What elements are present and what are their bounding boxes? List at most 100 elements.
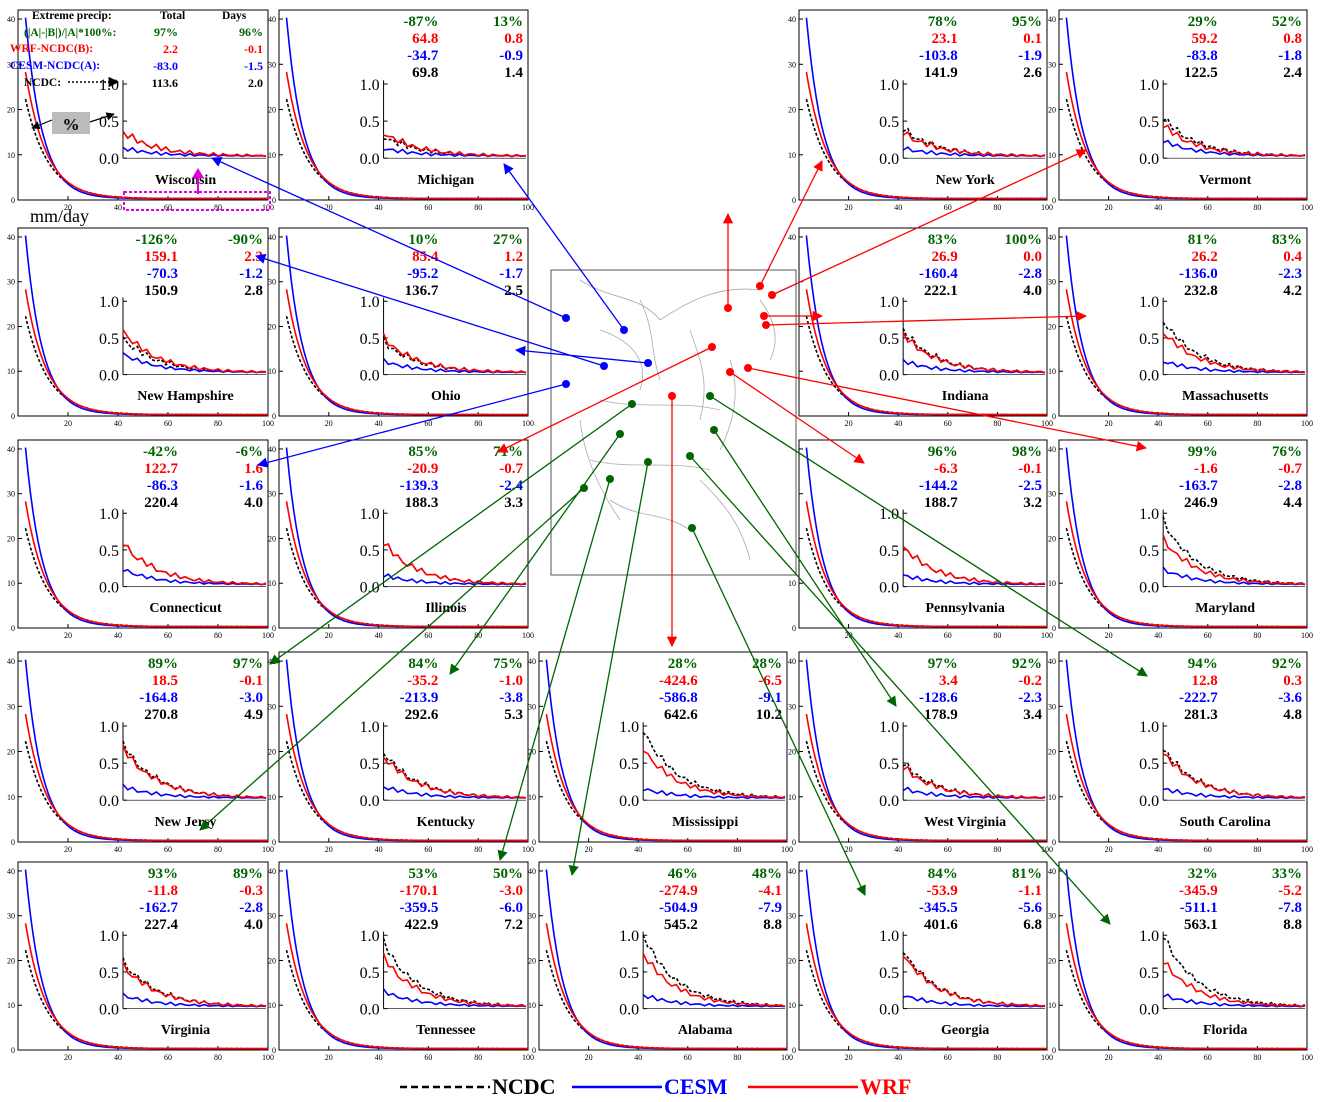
legend-layer: Extreme precip: Total Days (|A|-|B|)/|A|… [10, 10, 271, 226]
y-tick-label: 20 [1048, 322, 1056, 331]
legend-ncdc-text: NCDC [492, 1074, 556, 1099]
map-link-arrow [691, 527, 866, 896]
map-link-arrow [729, 371, 865, 464]
wrf-curve [545, 923, 787, 1050]
stat-total: -11.8 [148, 883, 178, 899]
y-tick-label: 30 [268, 278, 276, 287]
stat-days: -3.6 [1278, 690, 1302, 706]
stat-days: 4.8 [1283, 707, 1302, 723]
ncdc-curve [24, 528, 268, 628]
stat-total: -70.3 [147, 266, 178, 282]
wrf-inset-curve [122, 961, 267, 1008]
y-tick-label: 10 [268, 1001, 276, 1010]
cesm-inset-curve [1162, 139, 1306, 157]
y-tick-label: 10 [528, 1001, 536, 1010]
wrf-inset-curve [122, 544, 267, 586]
stat-total: 422.9 [405, 917, 439, 933]
panel-state-name: Ohio [431, 389, 461, 404]
stat-total: 93% [148, 866, 178, 882]
x-tick-label: 60 [684, 845, 692, 854]
x-tick-label: 60 [944, 631, 952, 640]
x-tick-label: 100 [781, 1053, 793, 1062]
stat-total: 18.5 [152, 673, 178, 689]
y-tick-label: 0 [11, 196, 15, 205]
stat-total: -128.6 [919, 690, 958, 706]
inset-y-tick-label: 1.0 [99, 719, 119, 736]
panel-state-name: Mississippi [672, 815, 738, 830]
stat-days: 98% [1012, 444, 1042, 460]
panel-state-name: Georgia [941, 1023, 989, 1038]
map-state-dot [762, 321, 770, 329]
inset-y-tick-label: 0.5 [879, 114, 899, 131]
wrf-curve [24, 713, 268, 842]
map-link-arrow [765, 311, 1088, 326]
legend-row-wrf-label: WRF-NCDC(B): [10, 43, 93, 55]
y-tick-label: 10 [7, 1001, 15, 1010]
panel-state-name: Wisconsin [155, 173, 216, 188]
y-tick-label: 20 [268, 106, 276, 115]
stat-total: 97% [928, 656, 958, 672]
stat-days: 3.2 [1023, 495, 1042, 511]
panel-ohio: 0 10 20 30 40 20 40 60 80 100 0.0 0.5 1.0 10% 27% 85.4 1… [268, 227, 534, 428]
y-tick-label: 20 [788, 106, 796, 115]
y-tick-label: 20 [1048, 534, 1056, 543]
x-tick-label: 40 [114, 419, 122, 428]
y-tick-label: 30 [1048, 490, 1056, 499]
y-tick-label: 0 [1052, 412, 1056, 421]
cesm-curve [805, 447, 1047, 628]
inset-y-tick-label: 0.0 [879, 1002, 899, 1019]
inset-y-tick-label: 0.0 [1139, 793, 1159, 810]
stat-total: -162.7 [139, 900, 178, 916]
stat-total: 29% [1188, 14, 1218, 30]
x-tick-label: 60 [164, 419, 172, 428]
stat-days: -1.8 [1278, 48, 1302, 64]
wrf-curve [285, 923, 528, 1050]
x-tick-label: 60 [1204, 631, 1212, 640]
inset-y-tick-label: 0.0 [360, 580, 380, 597]
wrf-inset-curve [1163, 962, 1306, 1008]
y-tick-label: 20 [268, 322, 276, 331]
x-tick-label: 20 [64, 631, 72, 640]
y-tick-label: 20 [7, 534, 15, 543]
map-link-arrow [497, 346, 713, 453]
panel-state-name: Maryland [1195, 601, 1255, 616]
y-tick-label: 0 [272, 1046, 276, 1055]
cesm-curve [285, 17, 528, 200]
x-tick-label: 100 [1041, 631, 1053, 640]
panel-state-name: Florida [1203, 1023, 1247, 1038]
x-tick-label: 60 [424, 419, 432, 428]
stat-total: -170.1 [400, 883, 439, 899]
stat-total: 26.2 [1191, 249, 1217, 265]
x-tick-label: 20 [1105, 1053, 1113, 1062]
wrf-curve [805, 923, 1047, 1050]
inset-y-tick-label: 0.5 [99, 543, 119, 560]
panel-state-name: New Hampshire [137, 389, 234, 404]
map-state-dot [756, 282, 764, 290]
stat-days: 52% [1272, 14, 1302, 30]
wrf-inset-curve [1162, 332, 1305, 374]
legend-col-days: Days [222, 10, 247, 22]
cesm-inset-curve [903, 995, 1046, 1008]
x-tick-label: 80 [1253, 845, 1261, 854]
x-tick-label: 40 [375, 1053, 383, 1062]
stat-days: 7.2 [504, 917, 523, 933]
inset-y-tick-label: 0.0 [99, 151, 119, 168]
wrf-curve [285, 501, 528, 628]
stat-total: -359.5 [400, 900, 439, 916]
stat-total: 136.7 [405, 283, 439, 299]
stat-days: -4.1 [758, 883, 782, 899]
stat-total: -144.2 [919, 478, 958, 494]
y-tick-label: 0 [272, 838, 276, 847]
wrf-inset-curve [1162, 124, 1306, 158]
x-tick-label: 100 [1041, 1053, 1053, 1062]
panel-frame [278, 861, 529, 1051]
y-tick-label: 30 [268, 60, 276, 69]
x-tick-label: 80 [474, 631, 482, 640]
inset-y-tick-label: 0.5 [1139, 331, 1159, 348]
cesm-inset-curve [383, 573, 527, 586]
y-tick-label: 40 [1048, 657, 1056, 666]
panel-pennsylvania: 010203040204060801000.00.51.096%98%-6.3-… [788, 439, 1053, 640]
ncdc-curve [805, 98, 1047, 200]
stat-days: 75% [493, 656, 523, 672]
x-tick-label: 80 [214, 419, 222, 428]
